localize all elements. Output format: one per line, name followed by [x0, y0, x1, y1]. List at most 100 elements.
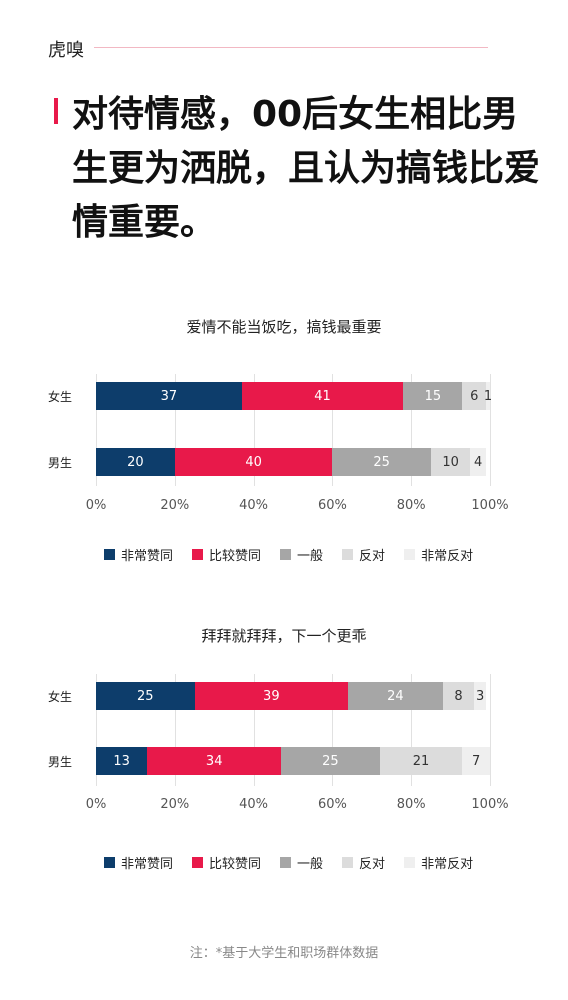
chart-2-x-tick-label: 40%	[239, 797, 269, 812]
chart-1-legend-item: 非常赞同	[104, 545, 173, 564]
chart-2-gridline	[490, 674, 491, 786]
chart-2-bar-segment[interactable]: 7	[462, 747, 490, 775]
footnote: 注：*基于大学生和职场群体数据	[189, 946, 379, 961]
brand-logo: 虎嗅	[48, 40, 84, 61]
chart-2-legend-label: 非常赞同	[121, 856, 174, 872]
chart-2-bar-segment[interactable]: 13	[96, 747, 148, 775]
chart-2-bar-segment[interactable]: 21	[379, 747, 463, 775]
chart-1-x-tick-label: 0%	[85, 498, 107, 513]
chart-1-data-label: 10	[442, 454, 459, 470]
chart-1-legend: 非常赞同 比较赞同 一般 反对 非常反对	[104, 545, 492, 564]
chart-2-bar-segment[interactable]: 25	[281, 747, 380, 775]
chart-2-bar-row: 13 34 25 21 7	[96, 747, 490, 775]
chart-1-row-label: 男生	[48, 456, 73, 470]
chart-1-bar-segment[interactable]: 37	[96, 382, 242, 410]
page-headline: 对待情感，00后女生相比男生更为洒脱，且认为搞钱比爱情重要。	[72, 94, 541, 243]
chart-2-legend-item: 反对	[342, 853, 385, 872]
chart-2-legend-swatch	[280, 856, 292, 868]
chart-1-bar-segment[interactable]: 1	[483, 382, 493, 410]
chart-1-gridline	[332, 374, 334, 486]
chart-2-bar-segment[interactable]: 3	[474, 682, 487, 710]
chart-1-bar-row: 37 41 15 6 1	[96, 382, 493, 410]
chart-1-gridline	[96, 374, 97, 486]
chart-1-data-label: 6	[470, 388, 479, 404]
chart-1-x-tick-label: 40%	[239, 498, 269, 513]
chart-1-legend-label: 一般	[297, 548, 324, 564]
chart-1-x-tick-label: 100%	[471, 498, 509, 513]
chart-2-x-tick-label: 80%	[396, 797, 426, 812]
chart-1-gridline	[174, 374, 176, 486]
chart-1-x-tick-label: 20%	[160, 498, 190, 513]
chart-2-legend-label: 反对	[359, 856, 386, 872]
chart-2-legend-swatch	[192, 856, 204, 868]
chart-2-bar-segment[interactable]: 34	[147, 747, 282, 775]
chart-2-legend: 非常赞同 比较赞同 一般 反对 非常反对	[104, 853, 492, 872]
chart-1-bar-segment[interactable]: 25	[332, 448, 431, 476]
chart-1-legend-swatch	[104, 548, 115, 560]
chart-1-gridline	[253, 374, 255, 486]
chart-2-gridline	[174, 674, 176, 786]
chart-1-legend-swatch	[280, 548, 292, 560]
chart-1-bar-segment[interactable]: 6	[462, 382, 487, 410]
chart-2-x-tick-label: 0%	[85, 797, 107, 812]
chart-2-data-label: 34	[205, 753, 223, 769]
chart-2-bar-segment[interactable]: 8	[442, 682, 475, 710]
chart-1-data-label: 1	[483, 388, 493, 404]
chart-2-gridline	[253, 674, 255, 786]
chart-2-legend-label: 非常反对	[421, 856, 474, 872]
chart-2-gridline	[411, 674, 413, 786]
chart-1-data-label: 41	[314, 388, 331, 404]
chart-1-bar-segment[interactable]: 40	[174, 448, 333, 476]
chart-1-legend-item: 比较赞同	[192, 545, 261, 564]
chart-2-data-label: 39	[263, 688, 280, 704]
chart-1-legend-item: 非常反对	[404, 545, 473, 564]
chart-1-title: 爱情不能当饭吃，搞钱最重要	[186, 318, 382, 336]
chart-2-row-label: 女生	[48, 690, 73, 704]
chart-1-data-label: 37	[160, 388, 178, 404]
chart-1-legend-swatch	[192, 548, 204, 560]
chart-1-row-label: 女生	[48, 390, 73, 404]
chart-1-legend-label: 非常反对	[421, 548, 474, 564]
chart-2-legend-label: 一般	[297, 856, 324, 872]
chart-2-data-label: 24	[387, 688, 404, 704]
chart-2-legend-swatch	[404, 856, 416, 868]
chart-2-data-label: 3	[476, 688, 485, 704]
chart-2-bar-segment[interactable]: 25	[96, 682, 195, 710]
chart-1-bar-segment[interactable]: 20	[96, 448, 175, 476]
chart-1-data-label: 4	[474, 454, 483, 470]
chart-2-legend-label: 比较赞同	[209, 856, 262, 872]
chart-2-bar-row: 25 39 24 8 3	[96, 682, 490, 710]
chart-1-bar-segment[interactable]: 41	[241, 382, 404, 410]
chart-1-bar-segment[interactable]: 15	[403, 382, 463, 410]
chart-1-data-label: 40	[245, 454, 262, 470]
chart-2-data-label: 8	[454, 688, 463, 704]
chart-1-data-label: 25	[373, 454, 390, 470]
chart-1-legend-swatch	[404, 548, 416, 560]
chart-1-legend-label: 反对	[359, 548, 386, 564]
chart-2-legend-swatch	[342, 856, 354, 868]
chart-2-title: 拜拜就拜拜，下一个更乖	[201, 627, 367, 645]
title-accent-bar	[54, 98, 58, 124]
chart-2-data-label: 21	[412, 753, 430, 769]
chart-1-x-tick-label: 60%	[317, 498, 347, 513]
chart-1-legend-item: 反对	[342, 545, 385, 564]
chart-2-x-tick-label: 100%	[471, 797, 509, 812]
chart-2-bar-segment[interactable]: 39	[194, 682, 349, 710]
chart-1-bar-segment[interactable]: 10	[430, 448, 471, 476]
chart-2-legend-item: 非常赞同	[104, 853, 173, 872]
chart-2-data-label: 25	[136, 688, 154, 704]
chart-2-x-tick-label: 20%	[160, 797, 190, 812]
chart-2-data-label: 13	[113, 753, 130, 769]
chart-1-data-label: 15	[424, 388, 442, 404]
chart-1-gridline	[411, 374, 413, 486]
chart-2-legend-item: 比较赞同	[192, 853, 261, 872]
chart-1-bar-row: 20 40 25 10 4	[96, 448, 490, 476]
chart-1-legend-label: 比较赞同	[209, 548, 262, 564]
header-divider	[94, 47, 488, 48]
chart-2-data-label: 7	[472, 753, 481, 769]
chart-2-legend-swatch	[104, 856, 115, 868]
chart-1-bar-segment[interactable]: 4	[470, 448, 487, 476]
chart-2-bar-segment[interactable]: 24	[348, 682, 443, 710]
chart-1-legend-swatch	[342, 548, 354, 560]
chart-2-gridline	[332, 674, 334, 786]
